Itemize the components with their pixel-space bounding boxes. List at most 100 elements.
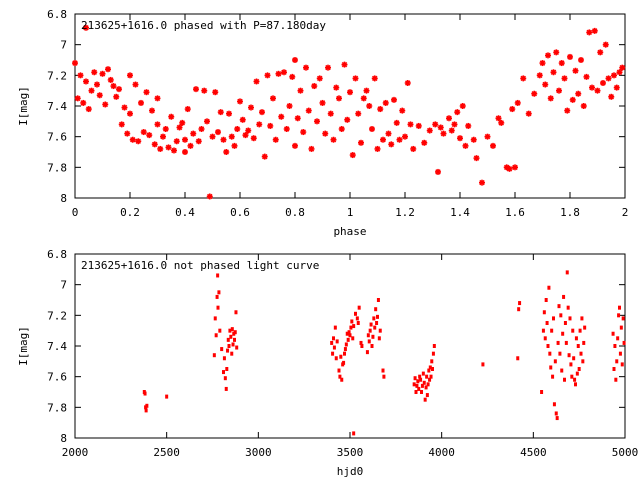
phased-data-point — [182, 149, 188, 155]
unphased-data-point — [613, 344, 617, 348]
unphased-data-points — [142, 270, 626, 436]
unphased-data-point — [569, 362, 573, 367]
unphased-data-point — [222, 370, 225, 375]
unphased-data-point — [481, 362, 485, 367]
unphased-data-point — [544, 298, 548, 302]
phased-y-tick-label: 7.4 — [47, 100, 67, 113]
unphased-data-point — [555, 416, 559, 421]
phased-data-point — [465, 122, 472, 129]
phased-data-point — [391, 96, 397, 103]
unphased-data-point — [234, 310, 238, 315]
phased-data-point — [223, 149, 230, 155]
unphased-data-point — [516, 356, 520, 361]
phased-data-point — [509, 106, 516, 113]
phased-data-point — [300, 129, 307, 136]
unphased-data-point — [233, 330, 237, 335]
phased-data-point — [369, 126, 375, 132]
phased-y-tick-label: 7.2 — [47, 69, 67, 82]
unphased-data-point — [338, 374, 342, 379]
phased-data-point — [127, 72, 133, 79]
phased-data-point — [336, 95, 342, 102]
phased-data-point — [198, 126, 205, 132]
unphased-y-tick-label: 7.6 — [47, 371, 67, 384]
phased-data-point — [421, 139, 428, 146]
unphased-data-point — [350, 319, 354, 324]
phased-data-point — [165, 144, 172, 151]
phased-data-point — [451, 121, 458, 128]
phased-data-point — [303, 64, 309, 71]
unphased-data-point — [372, 316, 376, 321]
phased-data-point — [220, 136, 227, 143]
phased-data-point — [567, 53, 573, 60]
unphased-data-point — [545, 321, 549, 325]
phased-data-point — [531, 90, 538, 97]
phased-data-point — [231, 142, 238, 149]
unphased-data-point — [228, 328, 232, 333]
unphased-data-point — [381, 368, 385, 373]
unphased-data-point — [564, 340, 568, 345]
unphased-data-point — [235, 345, 239, 350]
phased-data-point — [589, 84, 595, 91]
phased-data-point — [402, 133, 408, 140]
phased-data-point — [591, 27, 598, 34]
unphased-data-point — [370, 344, 374, 348]
unphased-data-point — [213, 316, 217, 321]
phased-data-point — [407, 121, 414, 128]
phased-data-point — [366, 103, 373, 109]
unphased-data-point — [369, 322, 373, 327]
phased-data-point — [105, 66, 111, 73]
phased-data-point — [597, 49, 604, 56]
unphased-data-point — [425, 393, 429, 398]
unphased-x-tick-label: 4500 — [520, 446, 547, 459]
phased-data-point — [127, 110, 133, 117]
unphased-data-point — [233, 337, 236, 342]
phased-data-point — [201, 87, 208, 94]
phased-data-point — [212, 89, 219, 96]
phased-x-tick-label: 1.6 — [505, 206, 525, 219]
unphased-data-point — [518, 301, 522, 306]
phased-data-point — [457, 135, 463, 142]
phased-data-point — [338, 126, 345, 132]
phased-data-point — [435, 168, 441, 175]
unphased-data-point — [561, 331, 565, 336]
unphased-data-point — [580, 316, 584, 321]
phased-data-point — [360, 95, 367, 102]
unphased-data-point — [574, 336, 578, 341]
phased-chart-title: 213625+1616.0 phased with P=87.180day — [81, 19, 326, 32]
unphased-y-axis-label: I[mag] — [17, 326, 30, 366]
phased-data-point — [377, 106, 384, 113]
unphased-data-point — [226, 348, 230, 353]
unphased-y-tick-label: 7 — [60, 279, 67, 292]
unphased-data-point — [222, 356, 226, 361]
unphased-data-point — [616, 336, 620, 341]
unphased-data-point — [615, 359, 619, 364]
phased-y-tick-label: 7.6 — [47, 131, 67, 144]
phased-data-point — [512, 164, 518, 171]
phased-data-point — [272, 136, 279, 143]
unphased-data-point — [540, 390, 544, 394]
unphased-data-point — [373, 325, 377, 330]
phased-data-point — [74, 95, 81, 102]
phased-data-point — [539, 60, 546, 67]
unphased-data-point — [216, 305, 220, 310]
phased-x-tick-label: 1.8 — [560, 206, 580, 219]
unphased-x-axis-label: hjd0 — [337, 465, 364, 478]
phased-data-point — [374, 145, 381, 152]
unphased-data-point — [614, 377, 618, 382]
unphased-data-point — [377, 336, 381, 341]
unphased-data-point — [559, 313, 563, 318]
unphased-data-point — [550, 328, 554, 333]
phased-data-point — [193, 86, 199, 93]
phased-data-point — [454, 109, 461, 116]
unphased-data-point — [354, 311, 357, 316]
unphased-x-tick-label: 2500 — [153, 446, 180, 459]
phased-data-point — [619, 64, 626, 71]
unphased-data-point — [554, 411, 558, 416]
phased-data-point — [536, 72, 543, 79]
phased-data-point — [162, 126, 169, 132]
phased-data-point — [83, 24, 89, 31]
phased-data-point — [151, 141, 158, 148]
phased-data-point — [602, 41, 609, 48]
unphased-y-tick-label: 7.2 — [47, 309, 67, 322]
unphased-data-point — [352, 324, 356, 329]
